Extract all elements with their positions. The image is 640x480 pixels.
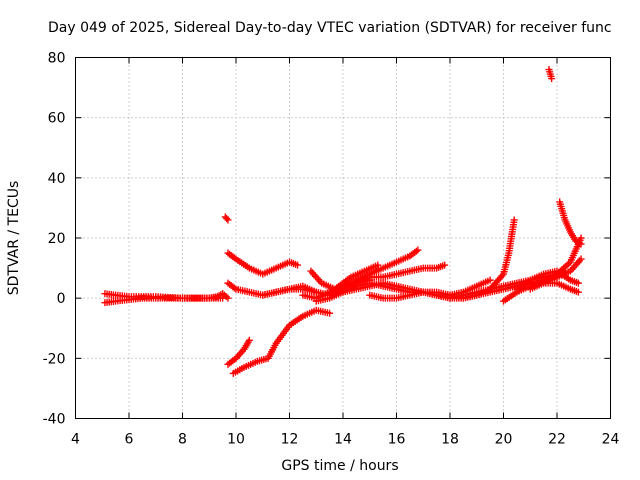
- data-point: [486, 276, 494, 284]
- series-track-3: [224, 249, 302, 278]
- series-track-21: [526, 255, 585, 293]
- y-tick-label: 40: [48, 171, 66, 187]
- data-point: [245, 336, 253, 344]
- y-tick-label: 20: [48, 231, 66, 247]
- data-point: [412, 247, 420, 255]
- x-tick-label: 22: [548, 432, 566, 448]
- x-tick-label: 16: [388, 432, 406, 448]
- series-track-7: [229, 306, 334, 377]
- series-track-6: [224, 336, 253, 368]
- y-tick-label: 60: [48, 111, 66, 127]
- axis-ticks: 4 6 8 10 12 14 16 18 20 22 24 -40 -20 0 20 40 60 80: [43, 51, 620, 448]
- data-point: [230, 254, 238, 262]
- x-tick-label: 4: [71, 432, 80, 448]
- y-axis-label: SDTVAR / TECUs: [6, 181, 22, 296]
- data-point: [374, 261, 382, 269]
- data-point: [224, 216, 232, 224]
- data-point: [230, 284, 238, 292]
- data-point: [510, 216, 518, 224]
- x-tick-label: 18: [441, 432, 459, 448]
- series-track-11: [312, 261, 449, 302]
- series-track-20: [545, 66, 556, 83]
- data-point: [574, 288, 582, 296]
- data-point: [294, 261, 302, 269]
- data-point: [441, 261, 449, 269]
- data-point: [326, 309, 334, 317]
- data-point: [577, 234, 585, 242]
- y-tick-label: 80: [48, 51, 66, 67]
- y-tick-label: -40: [43, 412, 66, 428]
- series-track-18: [556, 198, 585, 248]
- x-tick-label: 14: [334, 432, 352, 448]
- data-marks: [101, 66, 585, 377]
- chart-title: Day 049 of 2025, Sidereal Day-to-day VTE…: [48, 20, 612, 36]
- x-axis-label: GPS time / hours: [281, 458, 398, 474]
- data-point: [219, 294, 227, 302]
- x-tick-label: 24: [602, 432, 620, 448]
- x-tick-label: 20: [495, 432, 513, 448]
- x-tick-label: 12: [281, 432, 299, 448]
- data-point: [577, 255, 585, 263]
- series-track-10: [307, 261, 382, 293]
- data-point: [574, 279, 582, 287]
- data-point: [223, 214, 231, 222]
- x-tick-label: 10: [227, 432, 245, 448]
- data-point: [548, 75, 556, 83]
- x-tick-label: 8: [178, 432, 187, 448]
- series-track-2: [101, 290, 227, 302]
- series-track-4: [221, 213, 232, 224]
- y-tick-label: -20: [43, 351, 66, 367]
- data-point: [414, 246, 422, 254]
- data-point: [577, 240, 585, 248]
- x-tick-label: 6: [125, 432, 134, 448]
- grid: [75, 57, 611, 419]
- y-tick-label: 0: [57, 291, 66, 307]
